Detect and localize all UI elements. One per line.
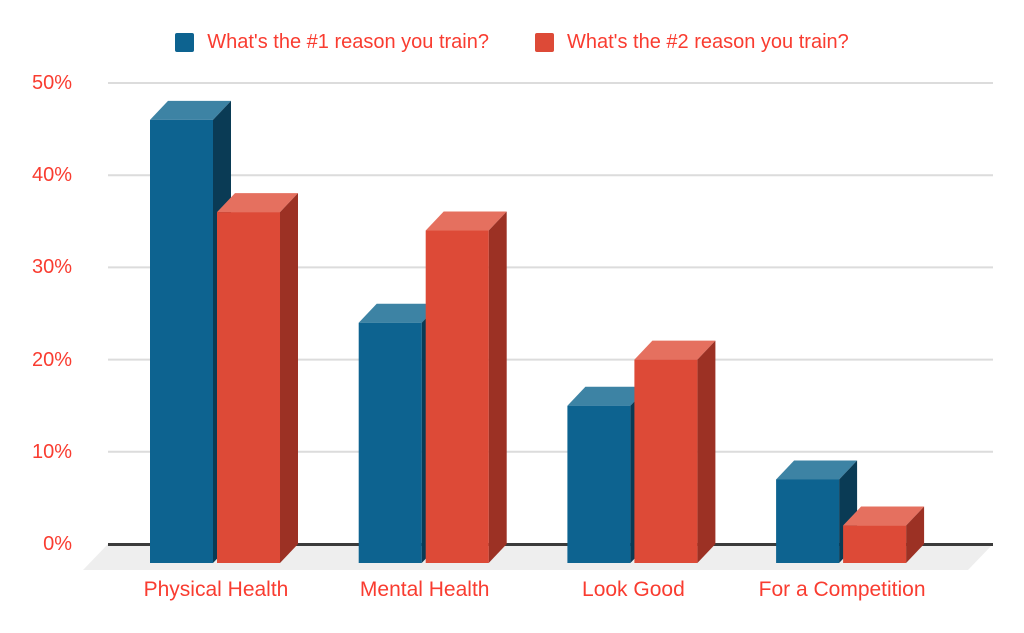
series-1-legend-label: What's the #1 reason you train? [207,31,489,53]
bar-s1-3-top-face[interactable] [567,386,649,406]
legend-item-series-1[interactable]: What's the #1 reason you train? [175,31,489,53]
bar-s2-4-side-face[interactable] [906,506,925,563]
x-category-label-3: Look Good [582,578,685,601]
bar-s1-4-front-face[interactable] [776,479,840,563]
y-tick-label-20pct: 20% [31,348,72,371]
y-tick-label-10pct: 10% [31,440,72,463]
series-2-legend-label: What's the #2 reason you train? [567,31,849,53]
bar-s2-1-front-face[interactable] [217,212,280,563]
bar-s2-1-top-face[interactable] [217,193,298,213]
bar-s2-3-side-face[interactable] [697,340,716,563]
bar-s2-3-top-face[interactable] [634,340,716,360]
y-tick-label-40pct: 40% [31,164,72,187]
bar-s2-2-side-face[interactable] [488,211,507,563]
bar-s2-4-top-face[interactable] [843,506,925,526]
series-1-swatch-icon [175,32,195,52]
y-tick-label-50pct: 50% [31,72,72,94]
bar-s1-2-top-face[interactable] [358,303,440,323]
bar-s2-2-top-face[interactable] [425,211,507,231]
series-2-swatch-icon [535,32,554,52]
x-category-label-1: Physical Health [143,578,289,601]
bar-s2-3-front-face[interactable] [634,359,698,563]
x-category-label-4: For a Competition [758,578,926,601]
bar-s1-1-front-face[interactable] [150,119,213,563]
bar-s2-2-front-face[interactable] [425,230,489,563]
legend: What's the #1 reason you train? What's t… [0,24,1024,60]
bar-s1-3-front-face[interactable] [567,405,631,563]
chart-floor [83,544,993,570]
bar-s1-2-front-face[interactable] [358,322,422,563]
bar-s1-1-top-face[interactable] [150,100,231,120]
y-tick-label-30pct: 30% [31,256,72,279]
bar-s2-4-front-face[interactable] [843,525,907,563]
y-tick-label-0pct: 0% [43,533,72,555]
x-category-label-2: Mental Health [359,578,490,601]
legend-item-series-2[interactable]: What's the #2 reason you train? [535,31,849,53]
bar-s1-4-top-face[interactable] [776,460,858,480]
bar-s2-1-side-face[interactable] [280,193,298,563]
